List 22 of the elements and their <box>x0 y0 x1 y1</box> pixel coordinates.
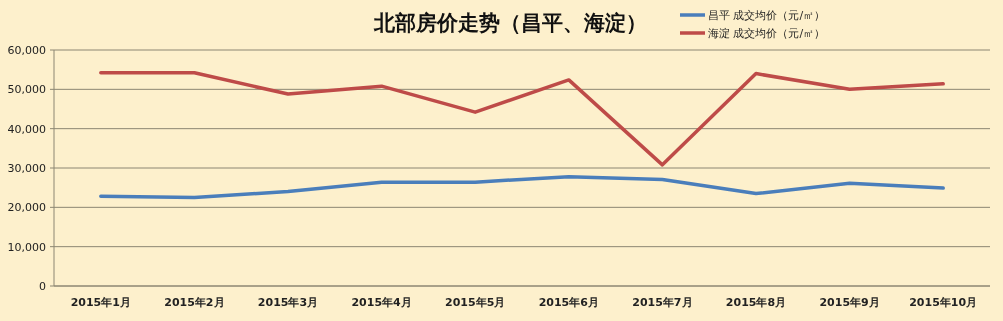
x-tick-label: 2015年10月 <box>909 296 978 309</box>
x-tick-label: 2015年4月 <box>351 296 412 309</box>
legend-label: 昌平 成交均价（元/㎡） <box>708 9 826 22</box>
y-tick-label: 30,000 <box>7 162 46 175</box>
legend-label: 海淀 成交均价（元/㎡） <box>708 27 826 40</box>
x-tick-label: 2015年2月 <box>164 296 225 309</box>
y-tick-label: 10,000 <box>7 240 46 254</box>
y-tick-label: 50,000 <box>7 83 46 97</box>
x-tick-label: 2015年9月 <box>819 296 880 309</box>
x-tick-label: 2015年5月 <box>445 296 506 309</box>
line-series <box>99 174 945 200</box>
x-tick-label: 2015年7月 <box>632 296 693 309</box>
x-tick-label: 2015年1月 <box>70 296 131 309</box>
x-tick-label: 2015年6月 <box>538 296 599 309</box>
x-tick-label: 2015年8月 <box>725 296 787 309</box>
x-tick-label: 2015年3月 <box>257 296 319 309</box>
y-tick-label: 0 <box>39 280 46 293</box>
y-tick-label: 40,000 <box>7 122 46 136</box>
chart-title: 北部房价走势（昌平、海淀） <box>372 10 647 35</box>
line-series <box>99 71 945 167</box>
y-tick-label: 20,000 <box>7 201 46 215</box>
y-tick-label: 60,000 <box>7 44 46 57</box>
